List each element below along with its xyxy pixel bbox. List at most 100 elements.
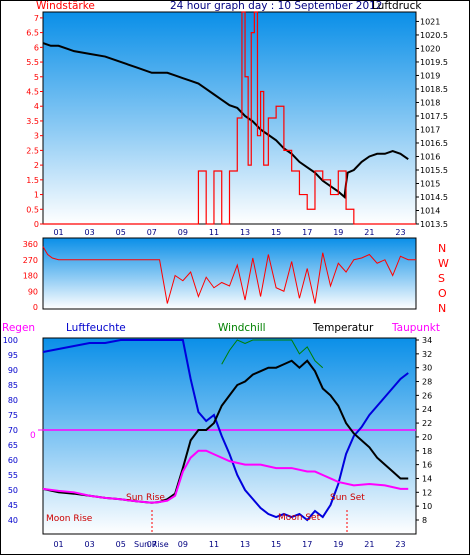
temperature-tick: 34	[422, 336, 432, 345]
x-axis-hours-3: 01 03 05 07 09 11 13 15 17 19 21 23	[53, 540, 405, 549]
wind-speed-line	[43, 11, 416, 225]
wind-direction-line	[42, 246, 416, 304]
wind-speed-tick: 4.5	[26, 88, 39, 97]
chart-title: 24 hour graph day : 10 September 2012	[170, 0, 382, 12]
hour-tick: 23	[395, 540, 405, 549]
hour-tick: 07	[147, 228, 157, 237]
dewpoint-line	[42, 449, 409, 504]
hour-tick: 03	[85, 540, 95, 549]
dewpoint-label: Taupunkt	[391, 322, 440, 334]
wind-speed-label: Windstärke	[36, 0, 95, 12]
compass-letter: W	[438, 257, 449, 270]
wind-speed-tick: 1	[34, 191, 39, 200]
humidity-tick: 45	[8, 501, 18, 510]
temperature-tick: 26	[422, 391, 432, 400]
temperature-tick: 12	[422, 488, 432, 497]
hour-tick: 21	[364, 228, 374, 237]
hour-tick: 21	[364, 540, 374, 549]
humidity-tick: 40	[8, 516, 18, 525]
temperature-tick: 24	[422, 405, 432, 414]
temperature-tick: 18	[422, 447, 432, 456]
wind-direction-plot-area	[42, 237, 417, 310]
humidity-axis: 40 45 50 55 60 65 70 75 80 85 90 95 100	[3, 336, 18, 525]
hour-tick: 09	[178, 228, 188, 237]
temperature-tick: 14	[422, 474, 432, 483]
x-axis-hours-1: 01 03 05 07 09 11 13 15 17 19 21 23	[53, 228, 405, 237]
humidity-tick: 75	[8, 411, 18, 420]
wind-direction-axis: 360 270 180 90 0	[23, 240, 38, 312]
hour-tick: 17	[302, 540, 312, 549]
humidity-tick: 90	[8, 366, 18, 375]
wind-speed-tick: 0.5	[26, 205, 39, 214]
humidity-line	[42, 339, 409, 522]
hour-tick: 07	[147, 540, 157, 549]
wind-speed-tick: 6.5	[26, 29, 39, 38]
hour-tick: 17	[302, 228, 312, 237]
pressure-tick: 1017.5	[420, 112, 448, 121]
humidity-tick: 80	[8, 396, 18, 405]
wind-speed-tick: 0	[34, 220, 39, 229]
wind-speed-tick: 7	[34, 14, 39, 23]
direction-tick: 270	[23, 256, 38, 265]
pressure-tick: 1020.5	[420, 31, 448, 40]
pressure-tick: 1016.5	[420, 139, 448, 148]
direction-tick: 90	[28, 287, 38, 296]
pressure-label: Luftdruck	[372, 0, 422, 12]
pressure-tick: 1017	[420, 125, 440, 134]
humidity-tick: 100	[3, 336, 18, 345]
pressure-tick: 1019	[420, 71, 440, 80]
humidity-temp-lines	[38, 339, 416, 522]
pressure-wind-lines	[42, 11, 416, 225]
temperature-tick: 28	[422, 378, 432, 387]
pressure-tick: 1018.5	[420, 85, 448, 94]
direction-tick: 180	[23, 272, 38, 281]
temperature-tick: 8	[422, 516, 427, 525]
hour-tick: 13	[240, 228, 250, 237]
sun-set-label: Sun Set	[330, 493, 365, 503]
compass-letter: N	[438, 242, 446, 255]
humidity-tick: 55	[8, 471, 18, 480]
pressure-tick: 1014.5	[420, 193, 448, 202]
hour-tick: 09	[178, 540, 188, 549]
rain-zero-label: 0	[30, 431, 36, 441]
compass-letter: O	[438, 287, 447, 300]
sun-rise-label: Sun Rise	[126, 493, 165, 503]
hour-tick: 15	[271, 540, 281, 549]
wind-speed-tick: 3	[34, 132, 39, 141]
wind-speed-tick: 6	[34, 43, 39, 52]
sun-rise-axis-label: Sun Rise	[134, 540, 169, 549]
humidity-tick: 50	[8, 486, 18, 495]
hour-tick: 11	[209, 540, 219, 549]
hour-tick: 01	[53, 228, 63, 237]
pressure-tick: 1016	[420, 152, 440, 161]
hour-tick: 13	[240, 540, 250, 549]
pressure-line	[42, 42, 409, 199]
direction-tick: 0	[33, 303, 38, 312]
pressure-tick: 1013.5	[420, 220, 448, 229]
pressure-tick: 1019.5	[420, 58, 448, 67]
hour-tick: 23	[395, 228, 405, 237]
temperature-tick: 22	[422, 419, 432, 428]
wind-speed-tick: 1.5	[26, 176, 39, 185]
hour-tick: 01	[53, 540, 63, 549]
temperature-tick: 30	[422, 364, 432, 373]
humidity-tick: 95	[8, 351, 18, 360]
pressure-tick: 1018	[420, 98, 440, 107]
pressure-tick: 1014	[420, 206, 440, 215]
hour-tick: 11	[209, 228, 219, 237]
wind-speed-tick: 2.5	[26, 146, 39, 155]
pressure-axis: 1013.5 1014 1014.5 1015 1015.5 1016 1016.5 1017…	[416, 17, 448, 229]
humidity-tick: 70	[8, 426, 18, 435]
wind-speed-tick: 5	[34, 73, 39, 82]
compass-letter: S	[438, 272, 445, 285]
direction-tick: 360	[23, 240, 38, 249]
hour-tick: 15	[271, 228, 281, 237]
hour-tick: 05	[116, 540, 126, 549]
pressure-tick: 1021	[420, 17, 440, 26]
humidity-tick: 65	[8, 441, 18, 450]
humidity-temp-plot-area	[42, 337, 417, 535]
wind-direction-series	[42, 246, 416, 304]
pressure-tick: 1020	[420, 44, 440, 53]
humidity-label: Luftfeuchte	[66, 322, 126, 334]
